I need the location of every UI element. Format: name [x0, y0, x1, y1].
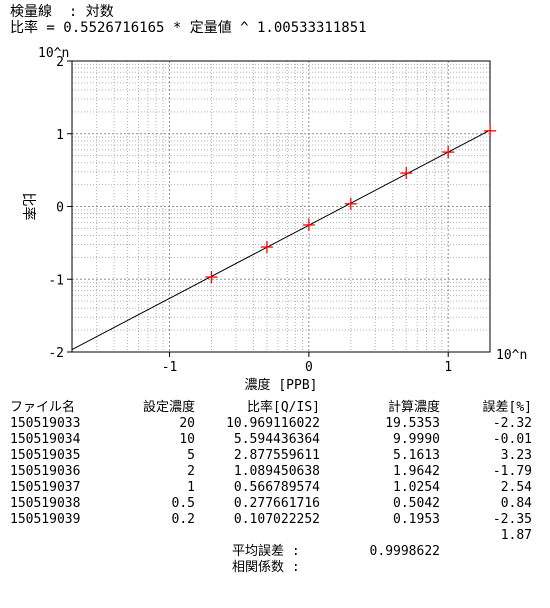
- cell-set-conc: 0.5: [171, 496, 195, 511]
- data-point-marker: [260, 241, 273, 254]
- cell-ratio: 2.877559611: [233, 448, 320, 463]
- table-row: 150519038 0.5 0.277661716 0.5042 0.84: [0, 496, 550, 512]
- cell-error: 0.84: [500, 496, 532, 511]
- x-tick-label: 1: [444, 360, 452, 375]
- cell-set-conc: 0.2: [171, 512, 195, 527]
- cell-calc-conc: 5.1613: [393, 448, 440, 463]
- cell-filename: 150519034: [10, 432, 81, 447]
- cell-set-conc: 10: [179, 432, 195, 447]
- y-tick-label: 0: [56, 201, 64, 216]
- y-axis-label: 比率: [20, 193, 37, 221]
- cell-error: -2.32: [492, 416, 532, 431]
- cell-filename: 150519036: [10, 464, 81, 479]
- y-tick-label: -2: [48, 346, 64, 361]
- calibration-equation-line: 比率 = 0.5526716165 * 定量値 ^ 1.00533311851: [10, 20, 367, 36]
- y-exponent-label: 10^n: [38, 46, 69, 61]
- table-row: 150519034 10 5.594436364 9.9990 -0.01: [0, 432, 550, 448]
- cell-set-conc: 5: [187, 448, 195, 463]
- cell-ratio: 0.277661716: [233, 496, 320, 511]
- results-table: ファイル名 設定濃度 比率[Q/IS] 計算濃度 誤差[%] 150519033…: [0, 400, 550, 575]
- table-row: 150519036 2 1.089450638 1.9642 -1.79: [0, 464, 550, 480]
- cell-calc-conc: 0.5042: [393, 496, 440, 511]
- cell-ratio: 10.969116022: [226, 416, 320, 431]
- cell-calc-conc: 0.1953: [393, 512, 440, 527]
- cell-calc-conc: 19.5353: [385, 416, 440, 431]
- data-point-marker: [205, 271, 218, 284]
- x-axis-label: 濃度 [PPB]: [245, 377, 318, 393]
- data-point-marker: [344, 197, 357, 210]
- cell-filename: 150519035: [10, 448, 81, 463]
- col-header-calc-conc: 計算濃度: [387, 400, 440, 415]
- table-row: 150519035 5 2.877559611 5.1613 3.23: [0, 448, 550, 464]
- table-header-row: ファイル名 設定濃度 比率[Q/IS] 計算濃度 誤差[%]: [0, 400, 550, 416]
- correlation-row: 相関係数 : 0.9998622: [0, 544, 550, 575]
- cell-filename: 150519039: [10, 512, 81, 527]
- y-tick-label: 2: [56, 55, 64, 70]
- cell-ratio: 0.566789574: [233, 480, 320, 495]
- cell-error: -0.01: [492, 432, 532, 447]
- cell-error: 2.54: [500, 480, 532, 495]
- mean-error-value: 1.87: [500, 528, 532, 543]
- cell-filename: 150519037: [10, 480, 81, 495]
- data-point-marker: [484, 124, 497, 137]
- data-point-marker: [302, 218, 315, 231]
- cell-calc-conc: 9.9990: [393, 432, 440, 447]
- cell-set-conc: 1: [187, 480, 195, 495]
- y-tick-label: 1: [56, 128, 64, 143]
- table-row: 150519039 0.2 0.107022252 0.1953 -2.35: [0, 512, 550, 528]
- cell-error: 3.23: [500, 448, 532, 463]
- table-row: 150519033 20 10.969116022 19.5353 -2.32: [0, 416, 550, 432]
- y-tick-label: -1: [48, 273, 64, 288]
- mean-error-label: 平均誤差 :: [232, 544, 300, 559]
- col-header-ratio: 比率[Q/IS]: [247, 400, 320, 415]
- x-tick-label: -1: [162, 360, 178, 375]
- cell-filename: 150519038: [10, 496, 81, 511]
- x-exponent-label: 10^n: [496, 348, 527, 363]
- regression-line: [71, 129, 491, 351]
- correlation-label: 相関係数 :: [232, 560, 300, 575]
- col-header-error: 誤差[%]: [482, 400, 532, 415]
- cell-ratio: 0.107022252: [233, 512, 320, 527]
- cell-calc-conc: 1.0254: [393, 480, 440, 495]
- calibration-type-line: 検量線 : 対数: [10, 4, 114, 20]
- data-point-marker: [442, 146, 455, 159]
- correlation-value: 0.9998622: [369, 544, 440, 559]
- cell-ratio: 1.089450638: [233, 464, 320, 479]
- col-header-filename: ファイル名: [10, 400, 76, 415]
- cell-calc-conc: 1.9642: [393, 464, 440, 479]
- cell-filename: 150519033: [10, 416, 81, 431]
- col-header-set-conc: 設定濃度: [142, 400, 195, 415]
- cell-error: -2.35: [492, 512, 532, 527]
- cell-error: -1.79: [492, 464, 532, 479]
- data-point-marker: [400, 167, 413, 180]
- x-tick-label: 0: [305, 360, 313, 375]
- cell-set-conc: 20: [179, 416, 195, 431]
- mean-error-row: 平均誤差 : 1.87: [0, 528, 550, 559]
- cell-set-conc: 2: [187, 464, 195, 479]
- table-row: 150519037 1 0.566789574 1.0254 2.54: [0, 480, 550, 496]
- cell-ratio: 5.594436364: [233, 432, 320, 447]
